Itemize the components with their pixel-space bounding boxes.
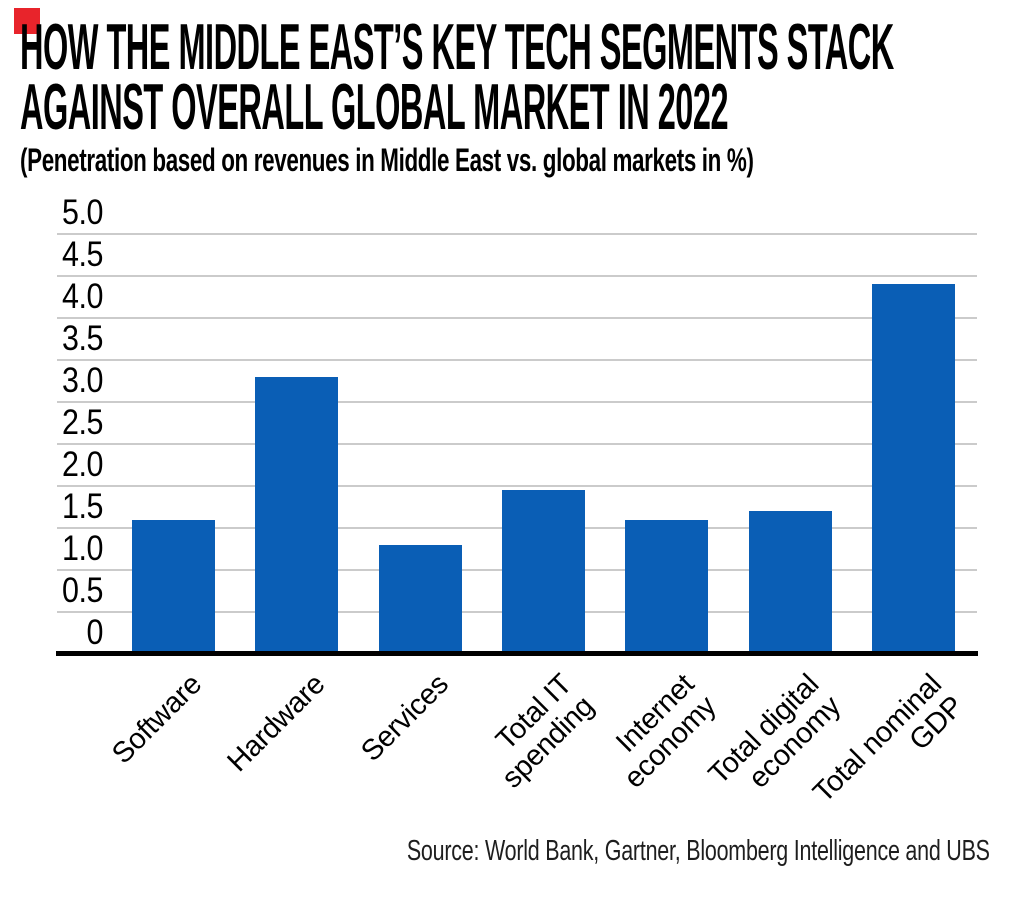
y-tick-label: 3.5 — [61, 319, 103, 358]
x-tick-label-hardware: Hardware — [221, 668, 331, 779]
y-tick-label: 5.0 — [61, 193, 103, 232]
bar-software — [132, 520, 215, 654]
gridline — [57, 443, 977, 445]
bar-internet-economy — [625, 520, 708, 654]
x-tick-label-services: Services — [355, 668, 455, 768]
bar-total-digital-economy — [749, 511, 832, 654]
bar-services — [379, 545, 462, 654]
x-tick-label-total-it-spending: Total IT spending — [489, 668, 600, 795]
gridline — [57, 359, 977, 361]
y-tick-label: 3.0 — [61, 361, 103, 400]
y-tick-label: 1.0 — [61, 529, 103, 568]
y-tick-label: 2.0 — [61, 445, 103, 484]
bar-total-nominal-gdp — [872, 284, 955, 654]
x-axis-line — [56, 651, 978, 656]
bar-total-it-spending — [502, 490, 585, 654]
brand-mark-icon — [14, 8, 40, 34]
y-tick-label: 0 — [86, 613, 103, 652]
y-tick-label: 4.0 — [61, 277, 103, 316]
chart-subtitle: (Penetration based on revenues in Middle… — [20, 142, 754, 178]
gridline — [57, 317, 977, 319]
gridline — [57, 233, 977, 235]
x-tick-label-internet-economy: Internet economy — [610, 668, 723, 795]
bar-hardware — [255, 377, 338, 654]
chart-title: HOW THE MIDDLE EAST’S KEY TECH SEGMENTS … — [20, 10, 894, 143]
y-tick-label: 1.5 — [61, 487, 103, 526]
gridline — [57, 485, 977, 487]
y-tick-label: 0.5 — [61, 571, 103, 610]
source-credit: Source: World Bank, Gartner, Bloomberg I… — [407, 835, 990, 867]
x-tick-label-total-nominal-gdp: Total nominal GDP — [807, 668, 970, 809]
y-tick-label: 2.5 — [61, 403, 103, 442]
y-tick-label: 4.5 — [61, 235, 103, 274]
x-tick-label-software: Software — [106, 668, 208, 771]
gridline — [57, 401, 977, 403]
gridline — [57, 275, 977, 277]
